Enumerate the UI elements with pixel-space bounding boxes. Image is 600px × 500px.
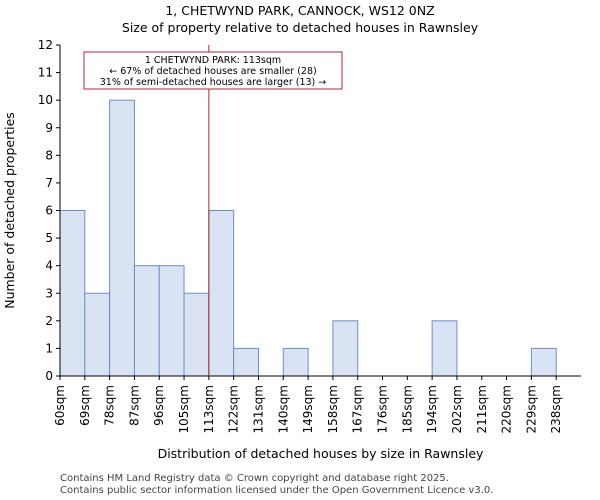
x-tick: 96sqm	[152, 376, 166, 426]
bar-105sqm	[183, 292, 210, 377]
x-tick-label: 87sqm	[127, 385, 141, 426]
x-tick: 167sqm	[351, 376, 365, 433]
annotation-line: ← 67% of detached houses are smaller (28…	[109, 66, 316, 77]
annotation-line: 31% of semi-detached houses are larger (…	[100, 77, 327, 88]
annotation-box: 1 CHETWYND PARK: 113sqm← 67% of detached…	[83, 51, 343, 90]
y-tick-label: 3	[45, 286, 53, 300]
x-tick: 176sqm	[376, 376, 390, 433]
y-tick-label: 11	[38, 66, 53, 80]
y-tick: 6	[45, 204, 60, 218]
x-tick-label: 158sqm	[326, 385, 340, 433]
y-tick-label: 2	[45, 314, 53, 328]
y-tick-label: 12	[38, 38, 53, 52]
bar-69sqm	[84, 292, 111, 377]
annotation-line: 1 CHETWYND PARK: 113sqm	[145, 55, 281, 66]
y-tick-label: 10	[38, 93, 53, 107]
y-tick: 2	[45, 314, 60, 328]
x-tick: 202sqm	[450, 376, 464, 433]
y-tick: 11	[38, 66, 60, 80]
bar-140sqm	[282, 347, 309, 377]
annotation-frame	[83, 51, 343, 90]
bar-158sqm	[332, 320, 359, 377]
y-tick-label: 1	[45, 341, 53, 355]
x-tick-label: 122sqm	[227, 385, 241, 433]
x-tick-label: 131sqm	[251, 385, 265, 433]
bar-229sqm	[530, 347, 557, 377]
bar-78sqm	[109, 99, 135, 377]
x-tick-label: 211sqm	[475, 385, 489, 433]
y-tick-label: 4	[45, 259, 53, 273]
x-tick: 60sqm	[53, 376, 67, 426]
x-tick: 69sqm	[78, 376, 92, 426]
x-tick-label: 220sqm	[500, 385, 514, 433]
bar-96sqm	[158, 265, 185, 377]
bar-122sqm	[233, 347, 259, 377]
y-tick: 10	[38, 93, 60, 107]
x-tick: 185sqm	[400, 376, 414, 433]
x-tick-label: 113sqm	[202, 385, 216, 433]
x-tick-label: 176sqm	[376, 385, 390, 433]
x-tick-label: 167sqm	[351, 385, 365, 433]
y-tick-label: 0	[45, 369, 53, 383]
y-tick: 4	[45, 259, 60, 273]
y-tick: 1	[45, 341, 60, 355]
bars-group	[59, 99, 557, 377]
footer-line-2: Contains public sector information licen…	[60, 485, 494, 496]
x-tick: 229sqm	[524, 376, 538, 433]
y-tick: 0	[45, 369, 60, 383]
x-tick: 220sqm	[500, 376, 514, 433]
x-tick: 238sqm	[549, 376, 563, 433]
chart-subtitle: Size of property relative to detached ho…	[121, 20, 479, 35]
x-tick-label: 105sqm	[177, 385, 191, 433]
x-tick: 113sqm	[202, 376, 216, 433]
y-tick-label: 5	[45, 231, 53, 245]
x-tick: 122sqm	[227, 376, 241, 433]
y-tick-label: 8	[45, 148, 53, 162]
bar-194sqm	[431, 320, 458, 377]
x-tick: 87sqm	[127, 376, 141, 426]
x-tick-label: 185sqm	[400, 385, 414, 433]
x-tick-label: 202sqm	[450, 385, 464, 433]
x-tick-label: 140sqm	[276, 385, 290, 433]
chart-title: 1, CHETWYND PARK, CANNOCK, WS12 0NZ	[165, 3, 435, 18]
bar-113sqm	[208, 210, 235, 377]
bar-87sqm	[133, 265, 160, 377]
x-tick-label: 96sqm	[152, 385, 166, 426]
x-tick: 140sqm	[276, 376, 290, 433]
x-tick-label: 78sqm	[103, 385, 117, 426]
x-tick: 131sqm	[251, 376, 265, 433]
x-tick: 158sqm	[326, 376, 340, 433]
y-axis-label: Number of detached properties	[2, 112, 17, 309]
y-tick: 3	[45, 286, 60, 300]
y-tick-label: 7	[45, 176, 53, 190]
y-tick-label: 6	[45, 204, 53, 218]
x-tick-label: 238sqm	[549, 385, 563, 433]
x-ticks-group: 60sqm 69sqm 78sqm 87sqm 96sqm 105sqm 113sqm 122…	[53, 376, 563, 433]
x-axis-label: Distribution of detached houses by size …	[158, 446, 484, 461]
y-tick: 12	[38, 38, 60, 52]
x-tick: 211sqm	[475, 376, 489, 433]
x-tick-label: 194sqm	[425, 385, 439, 433]
x-tick: 149sqm	[301, 376, 315, 433]
x-tick: 194sqm	[425, 376, 439, 433]
y-tick: 9	[45, 121, 60, 135]
x-tick-label: 60sqm	[53, 385, 67, 426]
y-tick: 8	[45, 148, 60, 162]
y-tick-label: 9	[45, 121, 53, 135]
x-tick: 105sqm	[177, 376, 191, 433]
y-tick: 7	[45, 176, 60, 190]
x-tick-label: 149sqm	[301, 385, 315, 433]
y-tick: 5	[45, 231, 60, 245]
footer-line-1: Contains HM Land Registry data © Crown c…	[60, 473, 449, 484]
x-tick-label: 69sqm	[78, 385, 92, 426]
x-tick: 78sqm	[103, 376, 117, 426]
bar-60sqm	[59, 210, 86, 377]
x-tick-label: 229sqm	[524, 385, 538, 433]
